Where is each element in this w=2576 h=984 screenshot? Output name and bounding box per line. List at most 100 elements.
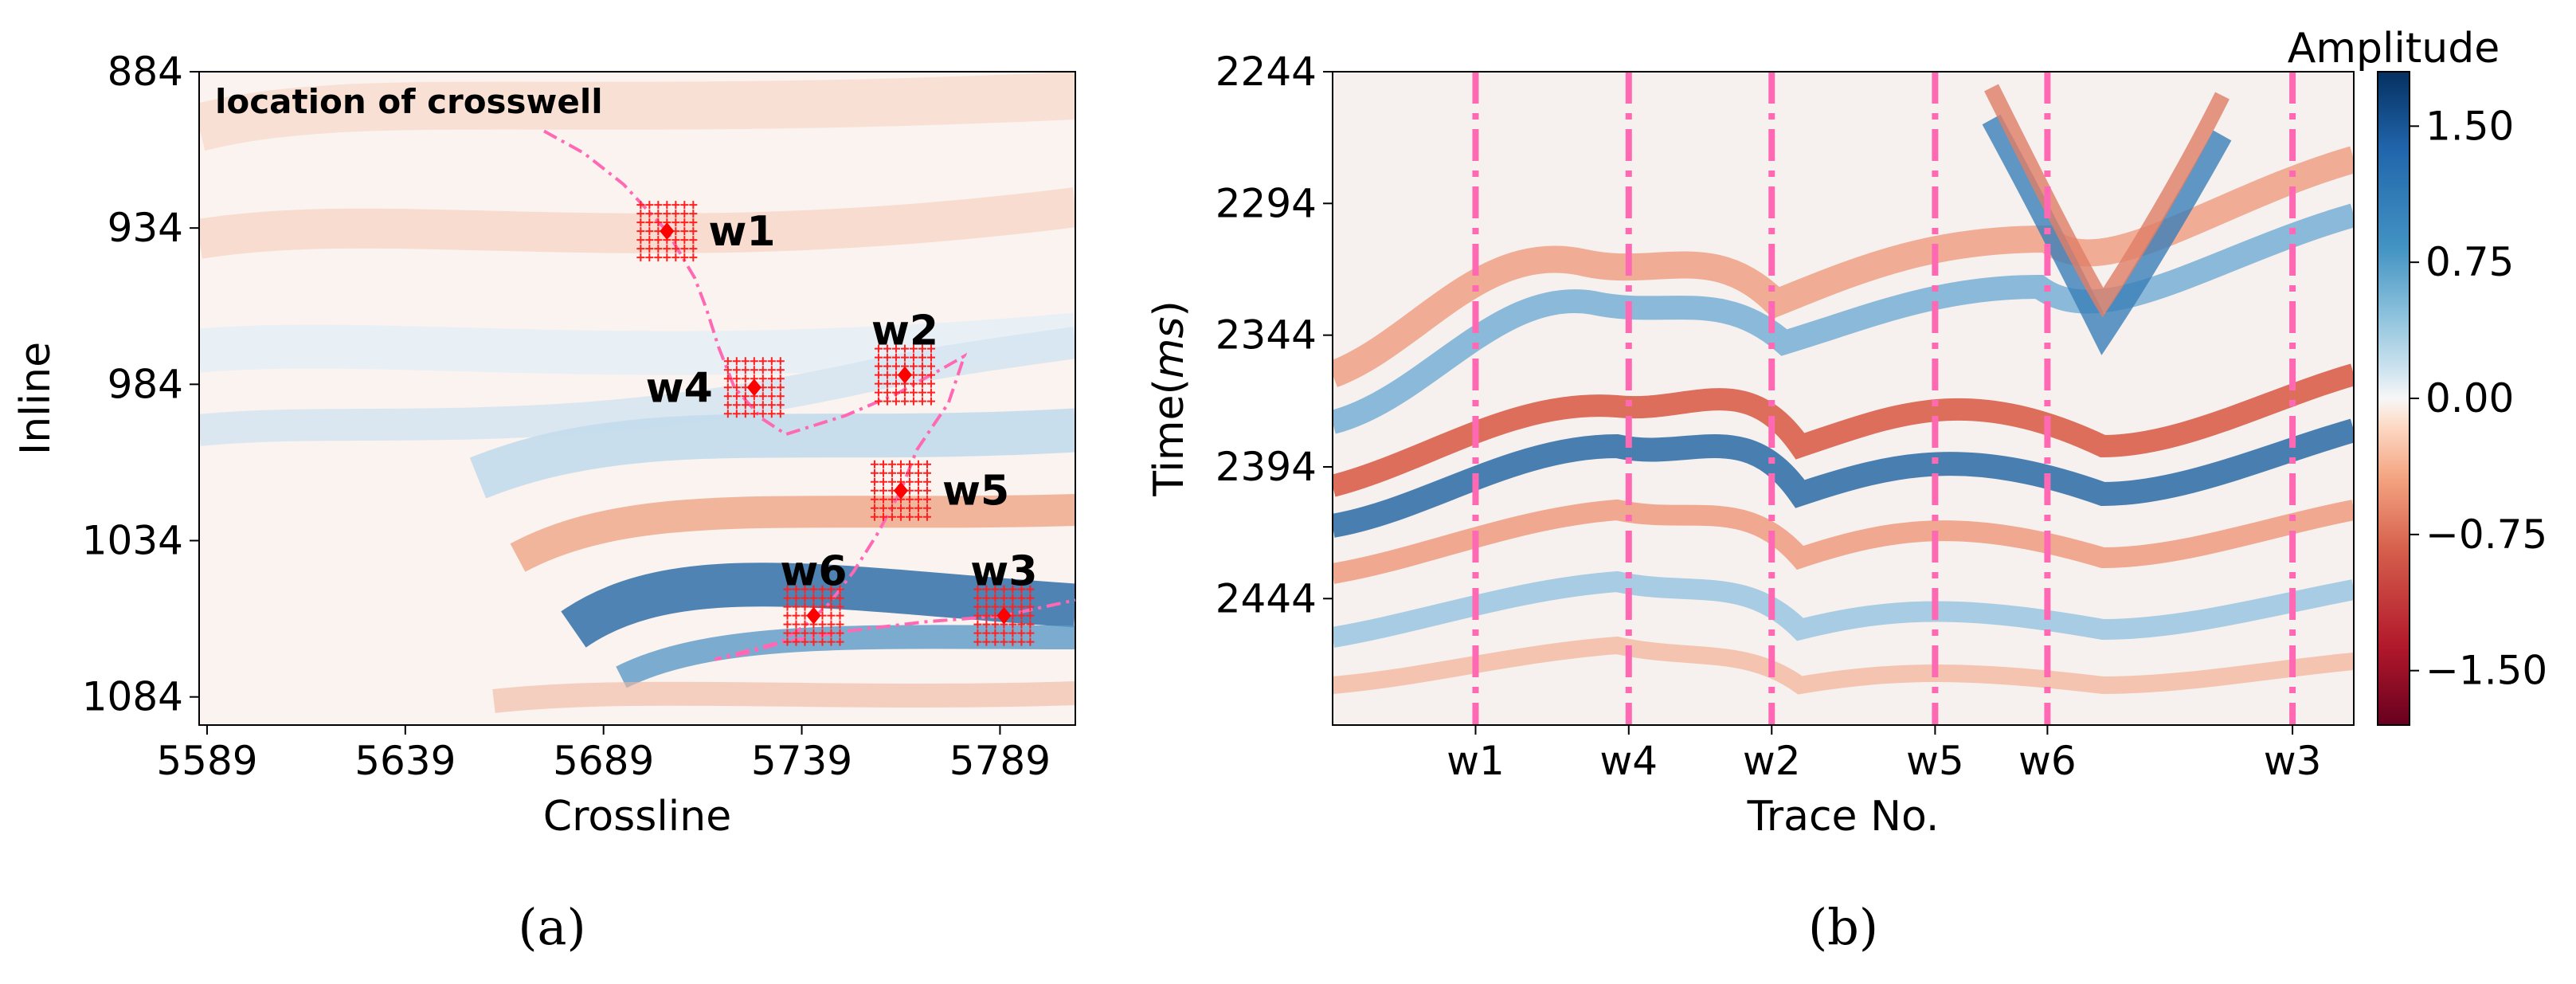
well-grid-cross bbox=[918, 362, 926, 370]
well-grid-cross bbox=[879, 460, 887, 468]
well-grid-cross bbox=[767, 374, 776, 383]
well-grid-cross bbox=[809, 629, 818, 637]
panel-b-ylabel-close: ) bbox=[1145, 300, 1193, 316]
well-grid-cross bbox=[914, 504, 922, 512]
well-label-w5: w5 bbox=[942, 468, 1009, 516]
well-grid-cross bbox=[923, 460, 931, 468]
well-grid-cross bbox=[671, 236, 680, 245]
well-grid-cross bbox=[767, 357, 776, 366]
well-grid-cross bbox=[874, 397, 883, 406]
well-grid-cross bbox=[888, 504, 896, 512]
y-tick-label: 1034 bbox=[82, 518, 183, 564]
well-grid-cross bbox=[923, 486, 931, 495]
well-grid-cross bbox=[827, 637, 836, 646]
well-grid-cross bbox=[888, 495, 896, 504]
well-grid-cross bbox=[723, 410, 732, 418]
well-grid-cross bbox=[723, 401, 732, 410]
well-grid-cross bbox=[792, 629, 801, 637]
well-grid-cross bbox=[883, 344, 891, 353]
well-grid-cross bbox=[723, 366, 732, 374]
well-grid-cross bbox=[888, 512, 896, 521]
well-grid-cross bbox=[783, 602, 792, 611]
well-grid-cross bbox=[689, 245, 698, 253]
well-grid-cross bbox=[741, 357, 750, 366]
well-grid-cross bbox=[926, 397, 935, 406]
panel-a-wells: w1 w2 w3 w4 w5 w6 bbox=[636, 201, 1038, 646]
x-tick-label: 5739 bbox=[751, 738, 852, 784]
crosswell-annotation: location of crosswell bbox=[215, 82, 603, 121]
well-grid-cross bbox=[723, 374, 732, 383]
well-label-w3: w3 bbox=[970, 548, 1037, 596]
well-grid-cross bbox=[732, 401, 741, 410]
well-grid-cross bbox=[783, 594, 792, 602]
well-diamond-w3 bbox=[996, 606, 1012, 625]
well-grid-cross bbox=[767, 392, 776, 401]
well-grid-cross bbox=[767, 401, 776, 410]
panel-b-band-blue-3 bbox=[1333, 570, 2354, 648]
well-grid-cross bbox=[776, 357, 785, 366]
well-grid-cross bbox=[671, 218, 680, 227]
well-grid-cross bbox=[827, 611, 836, 620]
well-grid-cross bbox=[1000, 637, 1008, 646]
well-marker-w3: w3 bbox=[970, 548, 1038, 646]
well-grid-cross bbox=[883, 353, 891, 362]
well-grid-cross bbox=[836, 620, 844, 629]
panel-a-band-blue-4 bbox=[616, 625, 1075, 688]
y-tick-label: 984 bbox=[108, 361, 183, 407]
well-grid-cross bbox=[874, 379, 883, 388]
well-grid-cross bbox=[758, 401, 767, 410]
panel-b-well-lines bbox=[1472, 72, 2296, 725]
well-grid-cross bbox=[871, 495, 879, 504]
well-grid-cross bbox=[776, 366, 785, 374]
well-grid-cross bbox=[982, 602, 991, 611]
well-marker-w5: w5 bbox=[871, 460, 1009, 521]
well-grid-cross bbox=[689, 253, 698, 262]
well-grid-cross bbox=[792, 602, 801, 611]
well-grid-cross bbox=[818, 602, 827, 611]
well-diamond-w1 bbox=[660, 222, 675, 241]
x-tick-label: 5639 bbox=[354, 738, 456, 784]
well-grid-cross bbox=[689, 218, 698, 227]
well-grid-cross bbox=[792, 637, 801, 646]
well-grid-cross bbox=[1026, 629, 1035, 637]
well-grid-cross bbox=[801, 637, 809, 646]
well-grid-cross bbox=[732, 392, 741, 401]
well-grid-cross bbox=[1000, 594, 1008, 602]
panel-a-ylabel: Inline bbox=[12, 342, 60, 455]
well-grid-cross bbox=[891, 388, 900, 397]
well-grid-cross bbox=[818, 594, 827, 602]
panel-b-ylabel: Time(ms) bbox=[1145, 300, 1193, 497]
x-tick-label: 5689 bbox=[553, 738, 654, 784]
well-grid-cross bbox=[906, 460, 914, 468]
well-grid-cross bbox=[909, 362, 918, 370]
well-label-w6: w6 bbox=[780, 548, 847, 596]
well-grid-cross bbox=[636, 253, 645, 262]
well-grid-cross bbox=[891, 344, 900, 353]
well-grid-cross bbox=[918, 370, 926, 379]
panel-b-band-red-3 bbox=[1333, 499, 2354, 584]
well-grid-cross bbox=[792, 620, 801, 629]
well-grid-cross bbox=[926, 379, 935, 388]
panel-b-band-red-4 bbox=[1333, 636, 2354, 695]
well-grid-cross bbox=[914, 486, 922, 495]
well-grid-cross bbox=[776, 374, 785, 383]
y-tick-label: 2394 bbox=[1216, 444, 1317, 490]
well-grid-cross bbox=[879, 495, 887, 504]
well-label-w4: w4 bbox=[646, 364, 713, 412]
x-tick-label-w1: w1 bbox=[1447, 738, 1505, 784]
well-grid-cross bbox=[874, 388, 883, 397]
well-grid-cross bbox=[909, 388, 918, 397]
well-grid-cross bbox=[923, 512, 931, 521]
well-marker-w1: w1 bbox=[636, 201, 776, 262]
panel-b-band-v-red bbox=[1984, 84, 2230, 318]
well-grid-cross bbox=[758, 366, 767, 374]
well-grid-cross bbox=[888, 460, 896, 468]
x-tick-label-w6: w6 bbox=[2018, 738, 2077, 784]
well-grid-cross bbox=[897, 460, 905, 468]
well-grid-cross bbox=[836, 602, 844, 611]
well-grid-cross bbox=[973, 611, 982, 620]
well-grid-cross bbox=[879, 477, 887, 486]
well-grid-cross bbox=[883, 397, 891, 406]
well-grid-cross bbox=[636, 218, 645, 227]
